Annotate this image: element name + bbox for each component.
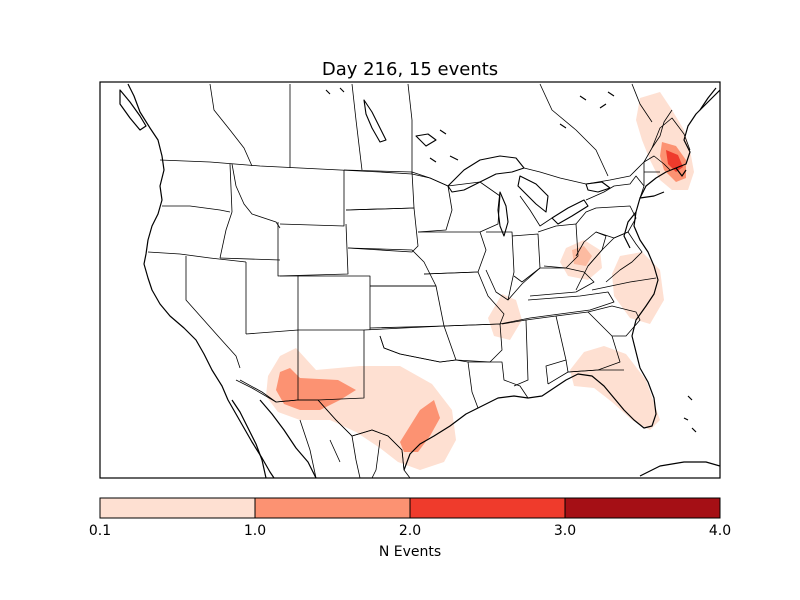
us-canada-border-east: [523, 109, 673, 185]
state-mn: [411, 171, 453, 233]
cuba-coast: [639, 461, 720, 477]
state-nc: [591, 277, 657, 291]
state-ky: [507, 267, 595, 301]
colorbar: 0.1 1.0 2.0 3.0 4.0 N Events: [89, 497, 731, 560]
state-id-mt: [231, 163, 281, 229]
us-mexico-border: [239, 379, 411, 478]
contour-carolina-low: [612, 252, 664, 324]
lake-michigan: [497, 191, 509, 237]
state-ar: [443, 323, 503, 363]
gulf-coastline: [403, 367, 657, 471]
state-sd: [345, 207, 419, 253]
province-sk-mb: [351, 83, 363, 171]
contour-appalachia-mid: [572, 246, 592, 266]
colorbar-tick-label: 2.0: [399, 523, 421, 539]
state-wi: [447, 181, 501, 233]
state-wa-or: [162, 205, 231, 213]
province-mb-on: [407, 83, 413, 174]
state-sc: [587, 305, 641, 337]
state-co: [298, 275, 371, 330]
state-ca-nv: [185, 256, 241, 369]
bahamas: [683, 395, 697, 433]
colorbar-segment-2: [255, 498, 410, 518]
state-mi: [519, 195, 553, 227]
chesapeake-bay: [623, 211, 637, 249]
state-il: [485, 231, 515, 301]
colorbar-tick-marks: [254, 498, 566, 518]
map-frame: [99, 81, 721, 479]
contour-florida-low: [570, 346, 660, 430]
long-island: [639, 191, 665, 199]
contour-southtexas-mid: [400, 400, 440, 452]
coastlines: [119, 83, 720, 478]
state-la: [468, 361, 529, 399]
mexico-coastline: [259, 399, 317, 478]
political-boundaries: [147, 83, 691, 478]
state-or-nv: [209, 257, 247, 263]
us-canada-border: [159, 159, 449, 187]
colorbar-label: N Events: [379, 544, 441, 560]
state-mt-wy: [279, 170, 345, 227]
state-new-england: [643, 155, 671, 186]
pacific-coastline: [127, 83, 275, 478]
state-pa: [575, 205, 637, 239]
state-fl-border: [547, 369, 624, 385]
state-id-ut: [219, 257, 281, 261]
state-tn: [499, 291, 615, 325]
cape-cod: [675, 167, 687, 177]
colorbar-tick-label: 3.0: [554, 523, 576, 539]
state-or-ca: [147, 251, 211, 259]
mexico-states: [299, 419, 381, 478]
lake-erie: [551, 199, 589, 225]
map-title: Day 216, 15 events: [322, 59, 498, 80]
canada-lakes: [325, 87, 615, 163]
colorbar-segment-3: [410, 498, 565, 518]
colorbar-segment-1: [100, 498, 255, 518]
vancouver-island: [119, 89, 147, 131]
baja-coastline: [231, 399, 267, 478]
state-ks: [369, 285, 445, 329]
lake-huron: [517, 175, 549, 213]
state-ms: [501, 319, 529, 387]
colorbar-tick-label: 1.0: [244, 523, 266, 539]
colorbar-segment-4: [565, 498, 720, 518]
state-wy: [277, 222, 349, 277]
lake-ontario: [585, 181, 611, 193]
colorbar-tick-label: 4.0: [709, 523, 731, 539]
state-tx: [379, 335, 479, 409]
lake-of-woods: [415, 133, 437, 147]
map-panel: [99, 81, 721, 479]
state-id-or: [219, 211, 233, 259]
province-bc-ab: [209, 83, 253, 167]
lake-winnipeg: [363, 99, 387, 143]
state-wa-id: [229, 163, 233, 213]
province-on-qc: [539, 83, 609, 177]
lake-superior: [447, 155, 525, 193]
nova-scotia: [699, 87, 717, 111]
colorbar-tick-label: 0.1: [89, 523, 111, 539]
state-me: [651, 117, 691, 151]
province-qc-nb: [631, 83, 653, 123]
great-lakes: [325, 87, 615, 237]
